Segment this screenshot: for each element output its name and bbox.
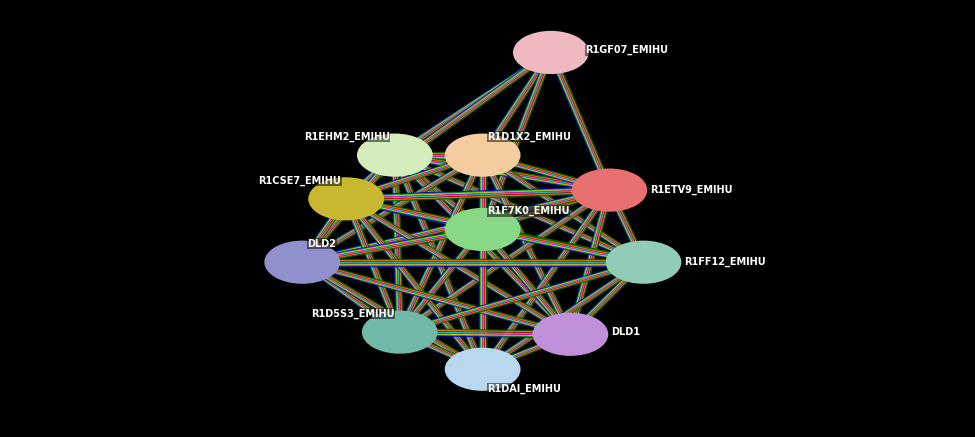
Ellipse shape [606, 241, 681, 283]
Text: R1FF12_EMIHU: R1FF12_EMIHU [684, 257, 766, 267]
Text: R1D1X2_EMIHU: R1D1X2_EMIHU [488, 132, 571, 142]
Text: DLD2: DLD2 [307, 239, 336, 249]
Text: R1EHM2_EMIHU: R1EHM2_EMIHU [304, 132, 390, 142]
Ellipse shape [572, 170, 646, 211]
Text: R1GF07_EMIHU: R1GF07_EMIHU [585, 45, 668, 55]
Text: R1F7K0_EMIHU: R1F7K0_EMIHU [488, 206, 570, 216]
Ellipse shape [446, 209, 520, 250]
Ellipse shape [533, 314, 607, 355]
Ellipse shape [363, 311, 437, 353]
Text: DLD1: DLD1 [611, 327, 641, 337]
Ellipse shape [358, 135, 432, 176]
Ellipse shape [265, 241, 339, 283]
Ellipse shape [446, 135, 520, 176]
Ellipse shape [514, 32, 588, 73]
Text: R1ETV9_EMIHU: R1ETV9_EMIHU [650, 185, 733, 195]
Ellipse shape [446, 349, 520, 390]
Text: R1DAI_EMIHU: R1DAI_EMIHU [488, 384, 562, 394]
Text: R1D5S3_EMIHU: R1D5S3_EMIHU [311, 309, 395, 319]
Text: R1CSE7_EMIHU: R1CSE7_EMIHU [258, 175, 341, 186]
Ellipse shape [309, 178, 383, 219]
